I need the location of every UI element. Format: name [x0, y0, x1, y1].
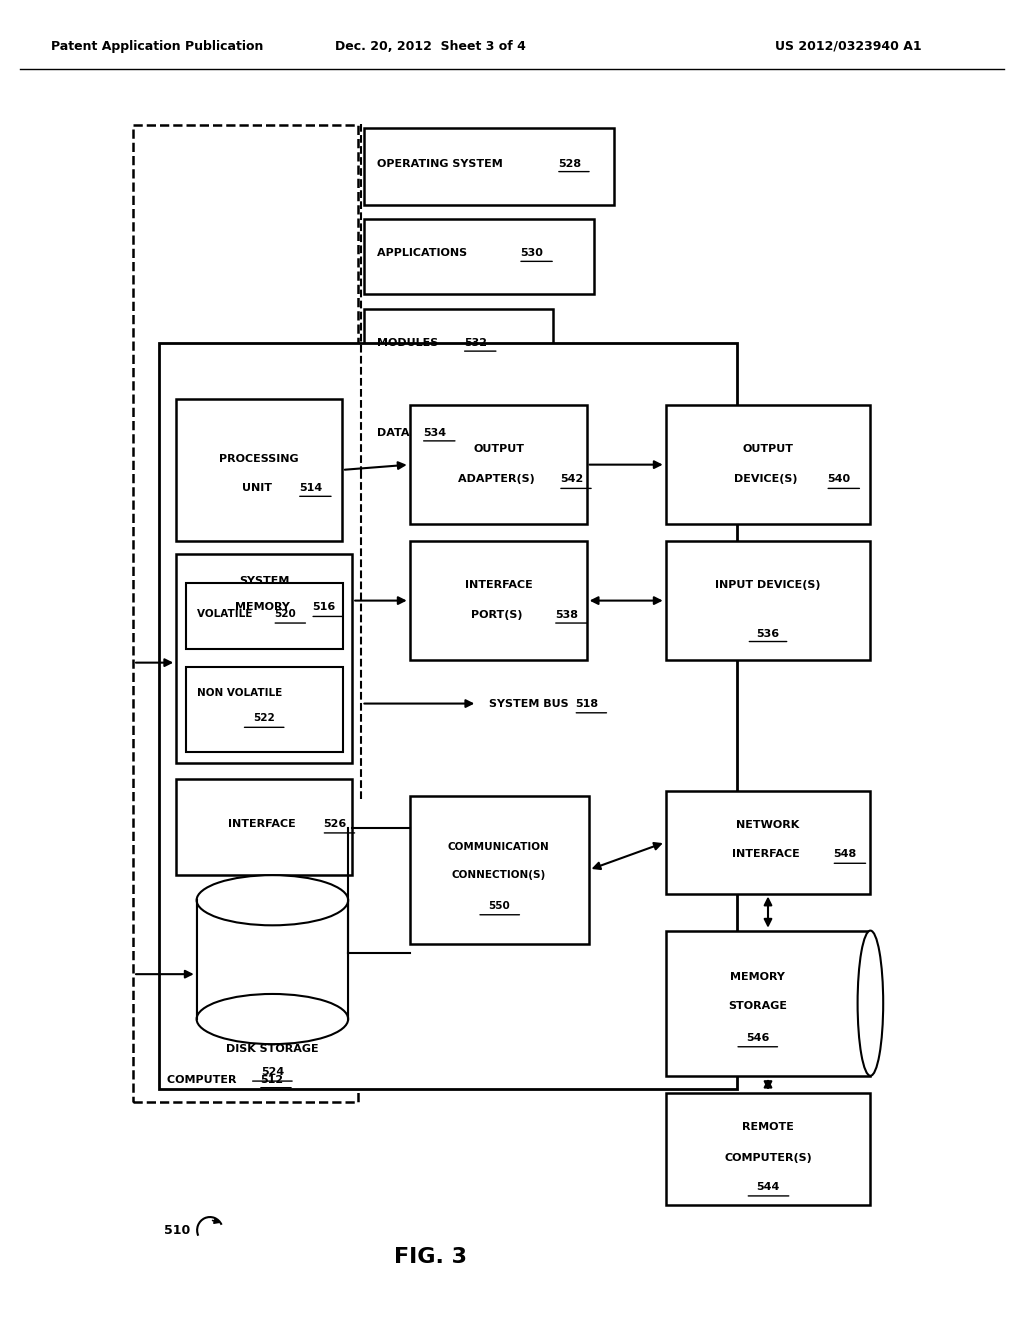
FancyBboxPatch shape — [186, 583, 343, 649]
Text: 544: 544 — [757, 1181, 779, 1192]
Text: OUTPUT: OUTPUT — [473, 444, 524, 454]
FancyBboxPatch shape — [364, 309, 553, 384]
Text: 546: 546 — [746, 1032, 769, 1043]
Text: MEMORY: MEMORY — [730, 972, 785, 982]
Text: 512: 512 — [260, 1074, 284, 1085]
Text: 540: 540 — [827, 474, 851, 484]
Text: 524: 524 — [261, 1067, 284, 1077]
FancyBboxPatch shape — [666, 405, 870, 524]
Text: INTERFACE: INTERFACE — [228, 818, 300, 829]
Text: UNIT: UNIT — [242, 483, 276, 494]
FancyBboxPatch shape — [176, 399, 342, 541]
Text: DATA: DATA — [377, 428, 414, 438]
Text: SYSTEM: SYSTEM — [239, 576, 290, 586]
Text: APPLICATIONS: APPLICATIONS — [377, 248, 471, 259]
FancyBboxPatch shape — [176, 554, 352, 763]
Text: OPERATING SYSTEM: OPERATING SYSTEM — [377, 158, 507, 169]
Text: PROCESSING: PROCESSING — [219, 454, 299, 465]
Text: ADAPTER(S): ADAPTER(S) — [459, 474, 539, 484]
FancyBboxPatch shape — [410, 541, 587, 660]
Text: CONNECTION(S): CONNECTION(S) — [452, 870, 546, 880]
FancyBboxPatch shape — [159, 343, 737, 1089]
FancyBboxPatch shape — [197, 900, 348, 1019]
FancyBboxPatch shape — [410, 796, 589, 944]
Text: OUTPUT: OUTPUT — [742, 444, 794, 454]
Text: 536: 536 — [757, 628, 779, 639]
Text: 538: 538 — [555, 610, 578, 620]
Ellipse shape — [858, 931, 883, 1076]
FancyBboxPatch shape — [666, 541, 870, 660]
Text: PORT(S): PORT(S) — [471, 610, 526, 620]
Text: 532: 532 — [464, 338, 486, 348]
Text: SYSTEM BUS: SYSTEM BUS — [489, 698, 573, 709]
FancyBboxPatch shape — [186, 667, 343, 752]
Text: NETWORK: NETWORK — [736, 820, 800, 830]
Text: COMPUTER(S): COMPUTER(S) — [724, 1152, 812, 1163]
Text: MODULES: MODULES — [377, 338, 442, 348]
Text: 516: 516 — [312, 602, 336, 612]
Text: STORAGE: STORAGE — [728, 1001, 787, 1011]
Ellipse shape — [197, 994, 348, 1044]
FancyBboxPatch shape — [666, 1093, 870, 1205]
Text: INPUT DEVICE(S): INPUT DEVICE(S) — [715, 579, 821, 590]
FancyBboxPatch shape — [666, 791, 870, 894]
Text: 530: 530 — [520, 248, 543, 259]
Text: 520: 520 — [274, 609, 296, 619]
Text: DEVICE(S): DEVICE(S) — [734, 474, 802, 484]
Text: 522: 522 — [253, 713, 275, 723]
Text: US 2012/0323940 A1: US 2012/0323940 A1 — [775, 40, 922, 53]
FancyBboxPatch shape — [364, 128, 614, 205]
Text: NON VOLATILE: NON VOLATILE — [197, 688, 282, 698]
Text: DISK STORAGE: DISK STORAGE — [226, 1044, 318, 1055]
Text: COMPUTER: COMPUTER — [167, 1074, 241, 1085]
Text: 514: 514 — [299, 483, 323, 494]
Text: 542: 542 — [560, 474, 584, 484]
Text: 548: 548 — [834, 849, 857, 859]
Text: MEMORY: MEMORY — [234, 602, 294, 612]
Text: REMOTE: REMOTE — [742, 1122, 794, 1133]
Text: INTERFACE: INTERFACE — [732, 849, 804, 859]
Text: 550: 550 — [487, 900, 510, 911]
Text: Dec. 20, 2012  Sheet 3 of 4: Dec. 20, 2012 Sheet 3 of 4 — [335, 40, 525, 53]
Text: 526: 526 — [324, 818, 347, 829]
Text: 518: 518 — [575, 698, 599, 709]
Text: COMMUNICATION: COMMUNICATION — [447, 842, 550, 853]
FancyBboxPatch shape — [666, 931, 870, 1076]
Text: 528: 528 — [558, 158, 582, 169]
Ellipse shape — [197, 875, 348, 925]
Text: VOLATILE: VOLATILE — [197, 609, 256, 619]
Text: 510: 510 — [164, 1224, 190, 1237]
FancyBboxPatch shape — [176, 779, 352, 875]
Text: FIG. 3: FIG. 3 — [393, 1246, 467, 1267]
FancyBboxPatch shape — [364, 399, 497, 474]
FancyBboxPatch shape — [410, 405, 587, 524]
Text: INTERFACE: INTERFACE — [465, 579, 532, 590]
Text: 534: 534 — [423, 428, 446, 438]
Text: Patent Application Publication: Patent Application Publication — [51, 40, 263, 53]
FancyBboxPatch shape — [364, 219, 594, 294]
